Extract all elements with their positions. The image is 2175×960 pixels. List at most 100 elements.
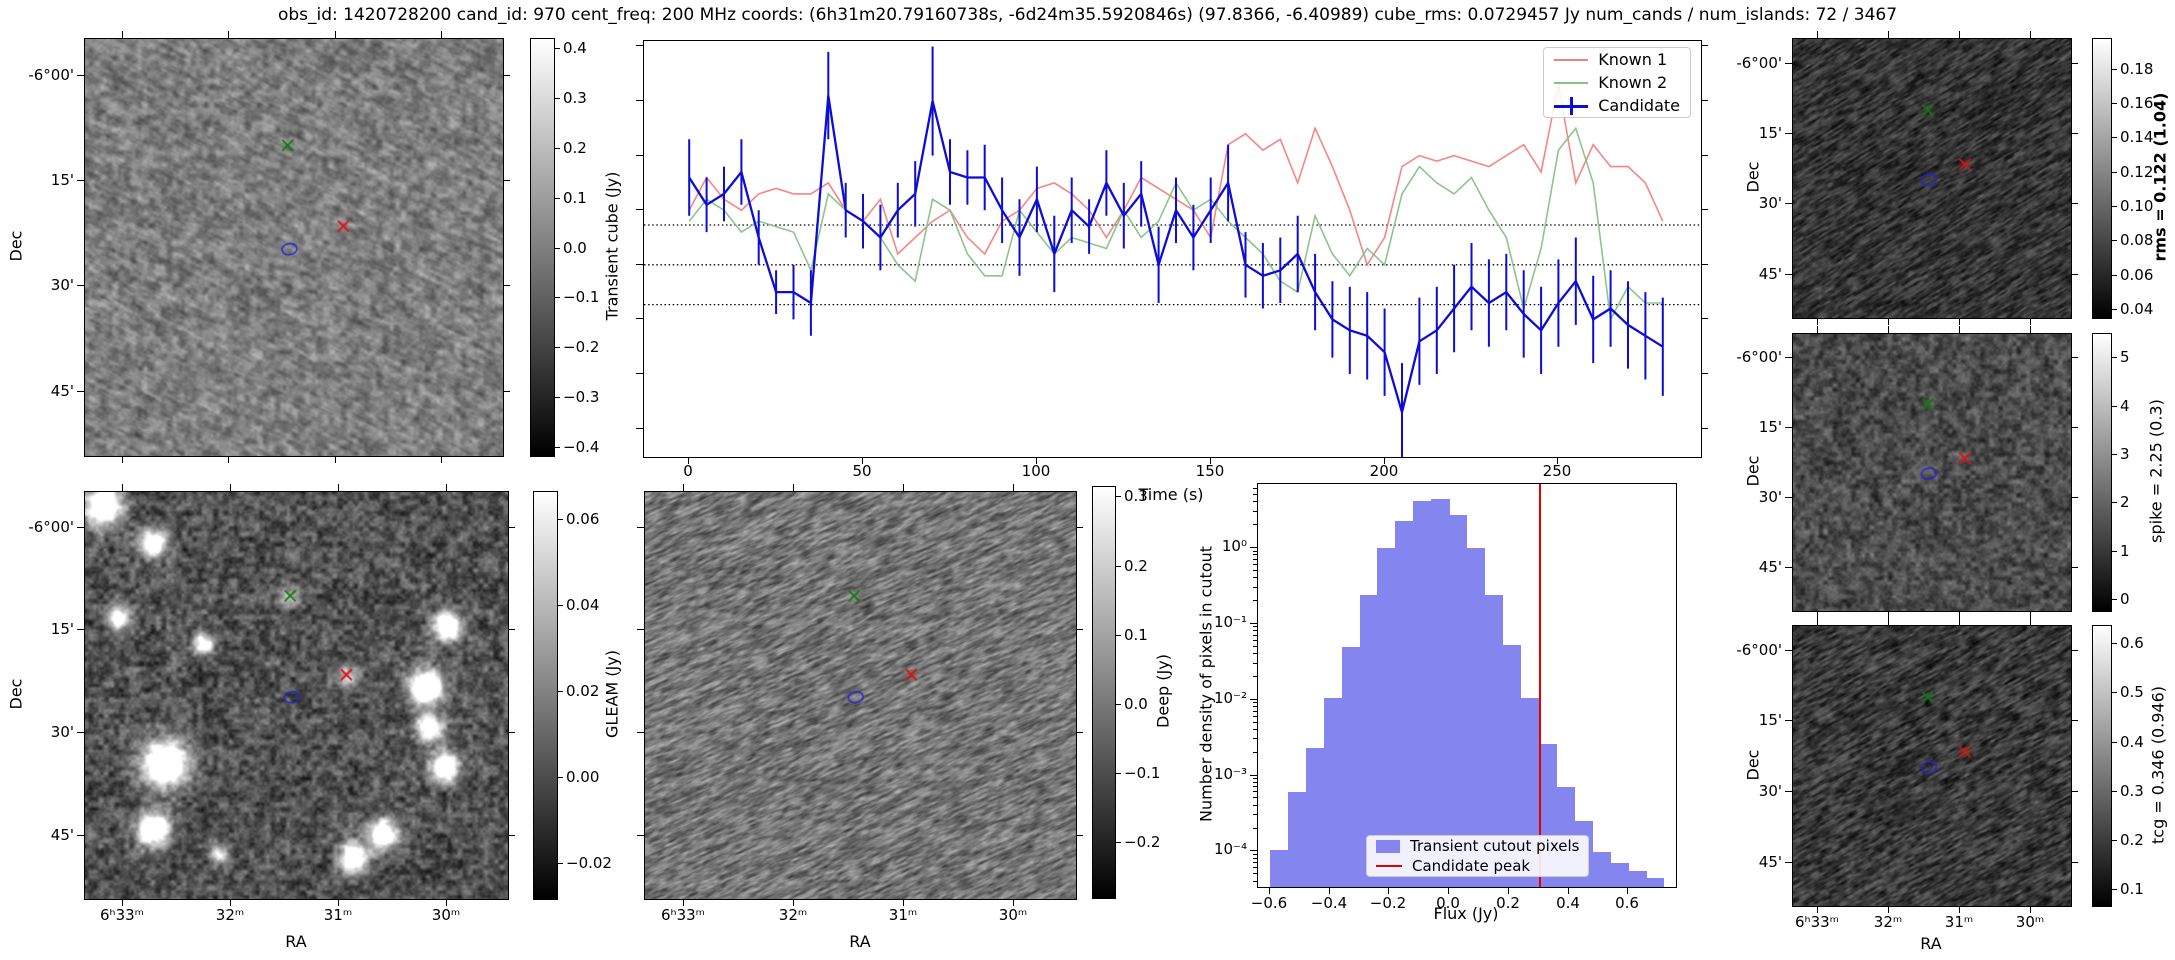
deep-colorbar <box>1092 486 1116 899</box>
legend-row-cutout-pixels: Transient cutout pixels <box>1367 836 1588 856</box>
colorbar-tick-label: 0.00 <box>566 768 600 786</box>
axis-tick <box>903 484 904 491</box>
axis-tick <box>2112 791 2117 792</box>
axis-tick <box>2030 326 2031 333</box>
ra-tick-label: 32ᵐ <box>215 906 245 924</box>
axis-tick <box>1959 326 1960 333</box>
flux-tick-label: 0.4 <box>1556 894 1580 912</box>
axis-tick <box>1250 699 1257 700</box>
axis-tick <box>558 777 563 778</box>
axis-tick <box>555 148 560 149</box>
axis-tick <box>2071 427 2078 428</box>
axis-tick <box>228 456 229 463</box>
axis-tick <box>1253 711 1257 712</box>
axis-tick <box>555 447 560 448</box>
axis-tick <box>1568 887 1569 894</box>
axis-tick <box>1253 854 1257 855</box>
dec-tick-label: 45' <box>50 382 74 400</box>
hist-ytick-label: 10⁻⁴ <box>1213 840 1247 858</box>
histogram-bar <box>1287 792 1307 887</box>
axis-tick <box>2112 502 2117 503</box>
legend-row-known-1: Known 1 <box>1544 48 1690 71</box>
histogram-bar <box>1413 500 1432 887</box>
axis-tick <box>2071 497 2078 498</box>
axis-tick <box>122 899 123 906</box>
axis-tick <box>1959 618 1960 625</box>
rms-colorbar <box>2092 38 2112 319</box>
cutout-pixels-swatch <box>1376 839 1400 853</box>
axis-tick <box>558 519 563 520</box>
dec-tick-label: 15' <box>1758 124 1782 142</box>
deep-cutout-panel <box>644 491 1077 900</box>
figure-title: obs_id: 1420728200 cand_id: 970 cent_fre… <box>277 5 1898 25</box>
axis-tick <box>1253 630 1257 631</box>
legend-row-known-2: Known 2 <box>1544 71 1690 94</box>
axis-tick <box>1888 611 1889 618</box>
axis-tick <box>122 484 123 491</box>
histogram-bar <box>1502 644 1522 887</box>
axis-tick <box>2112 840 2117 841</box>
axis-tick <box>508 835 515 836</box>
axis-tick <box>1116 842 1121 843</box>
axis-tick <box>503 75 510 76</box>
deep-colorbar-label: Deep (Jy) <box>1153 654 1173 728</box>
axis-tick <box>1785 497 1792 498</box>
dec-tick-label: -6°00' <box>28 518 74 536</box>
axis-tick <box>555 297 560 298</box>
dec-tick-label: 45' <box>1758 558 1782 576</box>
axis-tick <box>1253 511 1257 512</box>
axis-tick <box>446 484 447 491</box>
time-tick-label: 200 <box>1369 462 1399 480</box>
axis-tick <box>1253 653 1257 654</box>
axis-tick <box>2112 206 2117 207</box>
flux-tick-label: 0.6 <box>1615 894 1639 912</box>
axis-tick <box>230 899 231 906</box>
axis-tick <box>1959 611 1960 618</box>
axis-tick <box>1253 752 1257 753</box>
axis-tick <box>503 180 510 181</box>
spike-cutout-panel <box>1792 333 2072 612</box>
axis-tick <box>2071 63 2078 64</box>
flux-tick-label: −0.2 <box>1369 894 1407 912</box>
axis-tick <box>1253 663 1257 664</box>
axis-tick <box>1701 318 1708 319</box>
axis-tick <box>637 629 644 630</box>
axis-tick <box>1269 887 1270 894</box>
axis-tick <box>1253 706 1257 707</box>
axis-tick <box>2112 692 2117 693</box>
tcg-image <box>1793 626 2071 906</box>
axis-tick <box>2112 240 2117 241</box>
axis-tick <box>2112 357 2117 358</box>
axis-tick <box>1253 791 1257 792</box>
axis-tick <box>1253 797 1257 798</box>
axis-tick <box>2071 720 2078 721</box>
axis-tick <box>1253 577 1257 578</box>
axis-tick <box>1250 775 1257 776</box>
axis-tick <box>441 456 442 463</box>
axis-tick <box>1250 547 1257 548</box>
colorbar-tick-label: 0.5 <box>2120 683 2144 701</box>
ra-tick-label: 31ᵐ <box>888 906 918 924</box>
colorbar-tick-label: 0 <box>2120 590 2130 608</box>
axis-tick <box>1253 559 1257 560</box>
axis-tick <box>2030 906 2031 913</box>
colorbar-tick-label: 0.06 <box>2120 266 2154 284</box>
legend-label-known-1: Known 1 <box>1598 50 1668 69</box>
axis-tick <box>230 484 231 491</box>
histogram-bar <box>1646 877 1665 887</box>
colorbar-tick-label: 0.1 <box>2120 880 2144 898</box>
axis-tick <box>77 527 84 528</box>
axis-tick <box>77 835 84 836</box>
time-tick-label: 100 <box>1021 462 1051 480</box>
axis-tick <box>1253 635 1257 636</box>
histogram-bar <box>1431 499 1450 887</box>
colorbar-tick-label: 0.08 <box>2120 231 2154 249</box>
colorbar-tick-label: 0.6 <box>2120 634 2144 652</box>
axis-tick <box>1253 729 1257 730</box>
colorbar-tick-label: 0.2 <box>563 139 587 157</box>
axis-tick <box>1253 551 1257 552</box>
axis-tick <box>1253 600 1257 601</box>
colorbar-tick-label: 0.04 <box>2120 300 2154 318</box>
spike-colorbar <box>2092 333 2112 612</box>
